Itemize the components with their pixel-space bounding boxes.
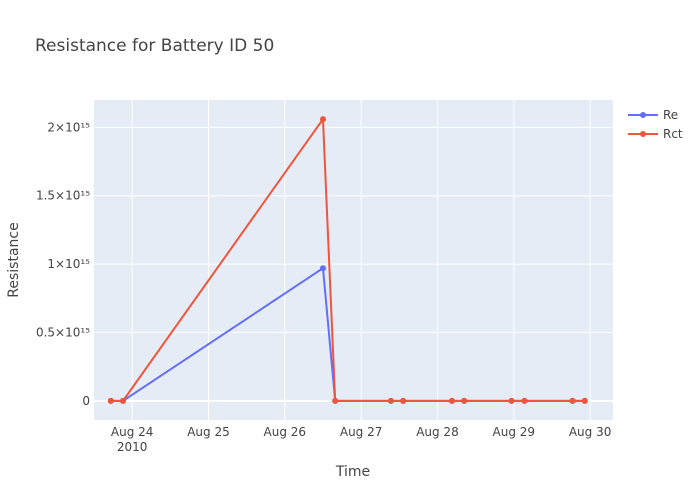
legend-swatch-marker-re	[640, 112, 646, 118]
x-tick-label-1: Aug 25	[187, 425, 230, 439]
data-point-rct-6[interactable]	[448, 397, 455, 404]
data-point-rct-4[interactable]	[387, 397, 394, 404]
y-tick-label-1: 0.5×10¹⁵	[36, 325, 90, 339]
data-point-rct-3[interactable]	[332, 397, 339, 404]
legend-label-rct: Rct	[663, 127, 683, 141]
plot-area	[94, 100, 613, 420]
legend-item-re[interactable]: Re	[628, 108, 678, 122]
series-layer	[107, 116, 588, 404]
data-point-rct-0[interactable]	[107, 397, 114, 404]
x-tick-sublabel-0: 2010	[117, 440, 148, 454]
x-tick-label-0: Aug 24	[111, 425, 154, 439]
y-tick-label-2: 1×10¹⁵	[47, 257, 90, 271]
x-tick-label-4: Aug 28	[416, 425, 459, 439]
y-axis-ticks: 0 0.5×10¹⁵ 1×10¹⁵ 1.5×10¹⁵ 2×10¹⁵	[36, 120, 90, 408]
series-rct	[107, 116, 588, 404]
x-tick-label-3: Aug 27	[340, 425, 383, 439]
series-line-rct	[110, 118, 585, 402]
legend[interactable]: Re Rct	[628, 108, 683, 141]
y-axis-title: Resistance	[6, 222, 22, 297]
data-point-rct-11[interactable]	[581, 397, 588, 404]
data-point-re-2[interactable]	[319, 265, 326, 272]
x-tick-label-6: Aug 30	[569, 425, 612, 439]
y-tick-label-3: 1.5×10¹⁵	[36, 189, 90, 203]
data-point-rct-5[interactable]	[400, 397, 407, 404]
y-tick-label-0: 0	[82, 394, 90, 408]
x-tick-label-5: Aug 29	[493, 425, 536, 439]
data-point-rct-2[interactable]	[319, 116, 326, 123]
y-tick-label-4: 2×10¹⁵	[47, 120, 90, 134]
grid-lines	[94, 100, 613, 420]
chart-title: Resistance for Battery ID 50	[35, 36, 274, 56]
legend-swatch-marker-rct	[640, 131, 646, 137]
data-point-rct-1[interactable]	[120, 397, 127, 404]
x-tick-label-2: Aug 26	[264, 425, 307, 439]
data-point-rct-7[interactable]	[461, 397, 468, 404]
data-point-rct-9[interactable]	[521, 397, 528, 404]
legend-label-re: Re	[663, 108, 678, 122]
legend-item-rct[interactable]: Rct	[628, 127, 683, 141]
data-point-rct-8[interactable]	[508, 397, 515, 404]
x-axis-title: Time	[335, 464, 370, 480]
data-point-rct-10[interactable]	[569, 397, 576, 404]
